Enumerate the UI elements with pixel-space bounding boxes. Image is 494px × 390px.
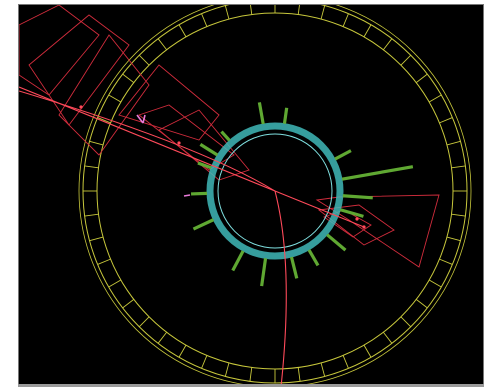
energy-cluster — [19, 5, 100, 96]
calorimeter-segment — [108, 279, 122, 288]
energy-cluster — [28, 14, 130, 126]
hit-bar — [190, 191, 208, 196]
hit-bar — [260, 258, 268, 287]
calorimeter-segment — [428, 94, 442, 103]
track-hit-dot — [362, 225, 366, 229]
markers — [136, 114, 191, 197]
calorimeter-segment — [383, 331, 393, 344]
hit-bar — [199, 143, 219, 157]
hit-bar — [192, 218, 215, 231]
calorimeter-segment — [157, 38, 167, 51]
tracker-thick-ring — [206, 122, 344, 260]
marker-dash — [183, 194, 191, 197]
tracker-ring — [206, 122, 344, 260]
track-upper-left-curved — [19, 90, 276, 192]
calorimeter-segment — [297, 5, 300, 15]
calorimeter-segment — [342, 355, 349, 369]
event-display-svg — [19, 5, 472, 385]
hit-bar — [289, 256, 299, 279]
bottom-scrollbar[interactable] — [18, 384, 484, 387]
calorimeter-segment — [224, 5, 230, 20]
calorimeter-segment — [249, 367, 253, 382]
hit-bar — [342, 194, 373, 200]
calorimeter-segment — [97, 117, 111, 124]
calorimeter-segment — [201, 13, 208, 27]
hit-bar — [220, 130, 231, 142]
marker-arrow — [136, 114, 146, 124]
calorimeter-segment — [201, 355, 208, 369]
track-down — [274, 190, 287, 385]
hit-bars — [190, 102, 414, 287]
calorimeter-segment — [446, 236, 461, 242]
calorimeter-segment — [89, 236, 104, 242]
calorimeter-outer-circle — [82, 5, 468, 384]
hit-bar — [197, 161, 212, 170]
track-hit-dot — [177, 141, 181, 145]
hit-bar — [341, 165, 414, 181]
calorimeter-segment — [89, 140, 104, 146]
calorimeter-segment — [97, 258, 111, 265]
calorimeter-segment — [451, 165, 466, 169]
calorimeter-segment — [451, 213, 466, 217]
track-hit-dot — [79, 105, 83, 109]
calorimeter-segment — [84, 165, 99, 169]
calorimeter-segment — [363, 344, 372, 358]
hit-bar — [231, 250, 245, 272]
calorimeter-segment — [400, 54, 412, 66]
energy-cluster — [58, 34, 150, 156]
calorimeter-segment — [363, 24, 372, 38]
energy-cluster — [317, 204, 395, 246]
calorimeter-segment — [446, 140, 461, 146]
hit-bar — [257, 102, 265, 125]
hit-bar — [334, 149, 352, 161]
calorimeter-segment — [178, 344, 187, 358]
calorimeter-segment — [342, 13, 349, 27]
calorimeter-segment — [157, 331, 167, 344]
calorimeter-segment — [439, 117, 453, 124]
calorimeter-segment — [122, 73, 135, 83]
calorimeter-segment — [415, 73, 428, 83]
calorimeter-segment — [108, 94, 122, 103]
calorimeter-ring — [78, 5, 472, 385]
calorimeter-segment — [178, 24, 187, 38]
tracker-inner-circle — [217, 133, 333, 249]
hit-bar — [307, 249, 320, 267]
calorimeter-segment — [439, 258, 453, 265]
calorimeter-segment — [428, 279, 442, 288]
calorimeter-segment — [138, 54, 150, 66]
track-hit-dot — [355, 217, 359, 221]
hit-bar — [282, 107, 289, 124]
track-right — [274, 190, 365, 228]
calorimeter-segment — [122, 299, 135, 309]
calorimeter-segment — [297, 367, 301, 382]
calorimeter-edge-circle — [78, 5, 472, 385]
hit-bar — [326, 233, 347, 252]
energy-cluster — [118, 64, 220, 141]
particle-tracks — [19, 86, 366, 385]
calorimeter-segment — [250, 5, 253, 15]
calorimeter-segment — [400, 316, 412, 328]
hit-bar — [339, 208, 364, 218]
calorimeter-segment — [224, 362, 230, 377]
calorimeter-segment — [320, 362, 326, 377]
energy-cluster — [315, 194, 440, 268]
calorimeter-segment — [383, 38, 393, 51]
event-display-canvas[interactable] — [18, 4, 484, 386]
calorimeter-segment — [320, 5, 326, 20]
calorimeter-segment — [415, 299, 428, 309]
calorimeter-segment — [84, 213, 99, 217]
calorimeter-segment — [138, 316, 150, 328]
